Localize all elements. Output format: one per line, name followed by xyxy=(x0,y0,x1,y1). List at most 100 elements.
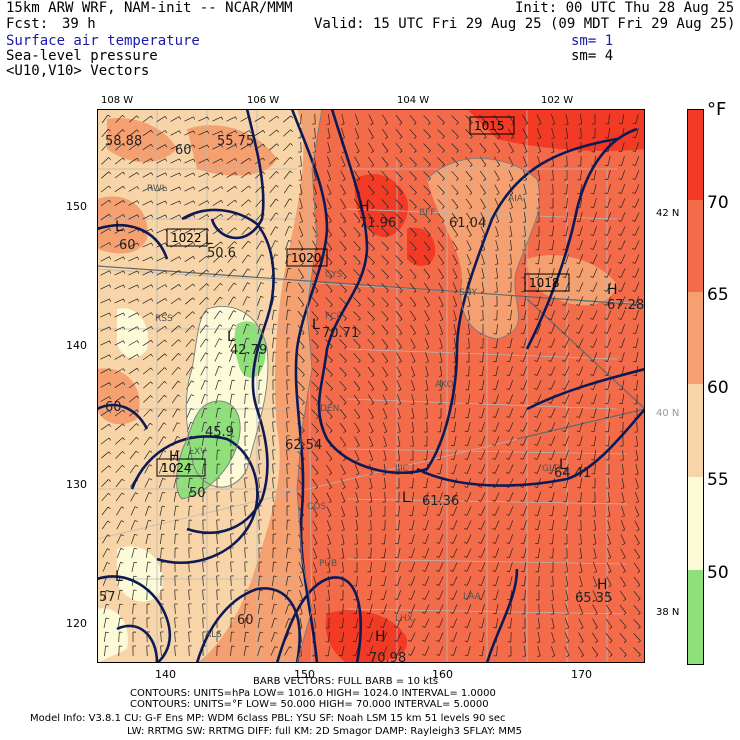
station-label: BFF xyxy=(419,208,436,218)
lon-label: 108 W xyxy=(101,95,134,106)
contour-value: 60 xyxy=(175,143,192,158)
station-label: AKO xyxy=(435,380,454,390)
lat-label: 40 N xyxy=(656,408,680,419)
isobars xyxy=(97,109,645,663)
station-label: SNY xyxy=(459,288,477,298)
temp-fill-below-50 xyxy=(234,321,266,378)
temp-value: 61.36 xyxy=(422,494,459,509)
pressure-label: 1024 xyxy=(161,461,192,475)
station-label: COS xyxy=(307,502,326,512)
temp-fill-65-70 xyxy=(297,109,645,663)
pressure-label: 1020 xyxy=(291,251,322,265)
contour-value: 60 xyxy=(105,400,122,415)
hl-markers: H L H L H L L L H L H L xyxy=(115,199,618,645)
temp-value: 58.88 xyxy=(105,134,142,149)
high-marker: H xyxy=(169,449,180,465)
low-marker: L xyxy=(402,490,410,506)
high-marker: H xyxy=(607,282,618,298)
colorbar-label: 55 xyxy=(707,470,729,490)
station-label: LXV xyxy=(189,447,207,457)
temperature-colorbar xyxy=(687,109,726,665)
contour-value: 60 xyxy=(237,613,254,628)
field-slp: Sea-level pressure xyxy=(6,48,158,64)
high-marker: H xyxy=(597,577,608,593)
station-labels: RWL BFF AIA SNY CYS FCL AKO DEN LIC GLD … xyxy=(147,184,561,640)
model-title: 15km ARW WRF, NAM-init -- NCAR/MMM xyxy=(6,0,293,16)
model-info-2: LW: RRTMG SW: RRTMG DIFF: full KM: 2D Sm… xyxy=(127,726,523,737)
colorbar-swatch xyxy=(687,292,703,384)
grid-x-label: 150 xyxy=(294,668,315,681)
colorbar-frame xyxy=(687,109,704,665)
low-marker: L xyxy=(559,457,567,473)
field-vectors: <U10,V10> Vectors xyxy=(6,63,150,79)
station-label: LHX xyxy=(395,614,413,624)
station-label: LAA xyxy=(463,592,482,602)
temp-fill-50-55 xyxy=(117,308,148,359)
station-label: DEN xyxy=(320,404,339,414)
low-marker: L xyxy=(312,317,320,333)
station-label: RWL xyxy=(147,184,167,194)
colorbar-swatch xyxy=(687,477,703,570)
barb-legend: BARB VECTORS: FULL BARB = 10 kts xyxy=(253,676,439,687)
pressure-labels: 1015 1022 1020 1018 1024 xyxy=(156,116,570,477)
lat-label: 42 N xyxy=(656,208,680,219)
grid-x-label: 160 xyxy=(432,668,453,681)
temp-fill-70plus xyxy=(325,610,408,663)
temp-fill-60-65 xyxy=(257,587,291,642)
field-surface-temp: Surface air temperature xyxy=(6,33,200,49)
fcst-label: Fcst: xyxy=(6,16,49,32)
contour-value: 60 xyxy=(119,238,136,253)
lon-label: 104 W xyxy=(397,95,430,106)
colorbar-unit: °F xyxy=(707,99,727,120)
high-marker: H xyxy=(375,629,386,645)
low-marker: L xyxy=(115,219,123,235)
station-label: RSS xyxy=(155,314,173,324)
temp-fill-below-50 xyxy=(176,400,241,499)
map-frame xyxy=(97,109,645,663)
lon-label: 102 W xyxy=(541,95,574,106)
temp-fill-60-65 xyxy=(107,118,177,163)
contours-hpa: CONTOURS: UNITS=hPa LOW= 1016.0 HIGH= 10… xyxy=(130,688,496,699)
colorbar-swatch xyxy=(687,109,703,200)
temp-fill-70plus xyxy=(354,174,408,238)
station-label: AIA xyxy=(508,194,524,204)
contour-value: 50.6 xyxy=(207,246,236,261)
field-surface-temp-sm: sm= 1 xyxy=(571,33,614,49)
temp-value: 67.28 xyxy=(607,298,644,313)
colorbar-label: 50 xyxy=(707,563,729,583)
station-label: CYS xyxy=(325,270,343,280)
valid-time: Valid: 15 UTC Fri 29 Aug 25 (09 MDT Fri … xyxy=(314,16,736,32)
temp-value: 65.35 xyxy=(575,591,612,606)
station-label: ALS xyxy=(205,630,222,640)
pressure-label: 1018 xyxy=(529,276,560,290)
temp-value: 42.79 xyxy=(230,343,267,358)
station-label: GLD xyxy=(542,464,561,474)
wind-barb-field xyxy=(100,113,641,658)
temp-fill-50-55 xyxy=(97,608,128,663)
contour-value: 57 xyxy=(99,590,116,605)
temp-fill-50-55 xyxy=(117,546,163,602)
station-label: PUB xyxy=(319,559,337,569)
grid-y-label: 120 xyxy=(66,617,87,630)
colorbar-label: 60 xyxy=(707,378,729,398)
low-marker: L xyxy=(115,569,123,585)
grid-y-label: 130 xyxy=(66,478,87,491)
temp-value: 64.41 xyxy=(554,466,591,481)
grid-x-label: 170 xyxy=(571,668,592,681)
temp-labels: 58.88 55.75 71.96 61.04 70.71 67.28 42.7… xyxy=(99,134,644,663)
colorbar-label: 70 xyxy=(707,193,729,213)
low-marker: L xyxy=(227,329,235,345)
temp-value: 70.71 xyxy=(322,326,359,341)
temp-value: 61.04 xyxy=(449,216,486,231)
pressure-label: 1022 xyxy=(171,231,202,245)
temp-fill-60-65 xyxy=(527,255,617,306)
temp-value: 71.96 xyxy=(359,216,396,231)
fcst-value: 39 h xyxy=(62,16,96,32)
station-label: FCL xyxy=(325,312,341,322)
grid-y-label: 140 xyxy=(66,339,87,352)
init-time: Init: 00 UTC Thu 28 Aug 25 xyxy=(515,0,735,16)
temp-value: 62.54 xyxy=(285,438,322,453)
lon-label: 106 W xyxy=(247,95,280,106)
pressure-label: 1015 xyxy=(474,119,505,133)
high-marker: H xyxy=(359,199,370,215)
